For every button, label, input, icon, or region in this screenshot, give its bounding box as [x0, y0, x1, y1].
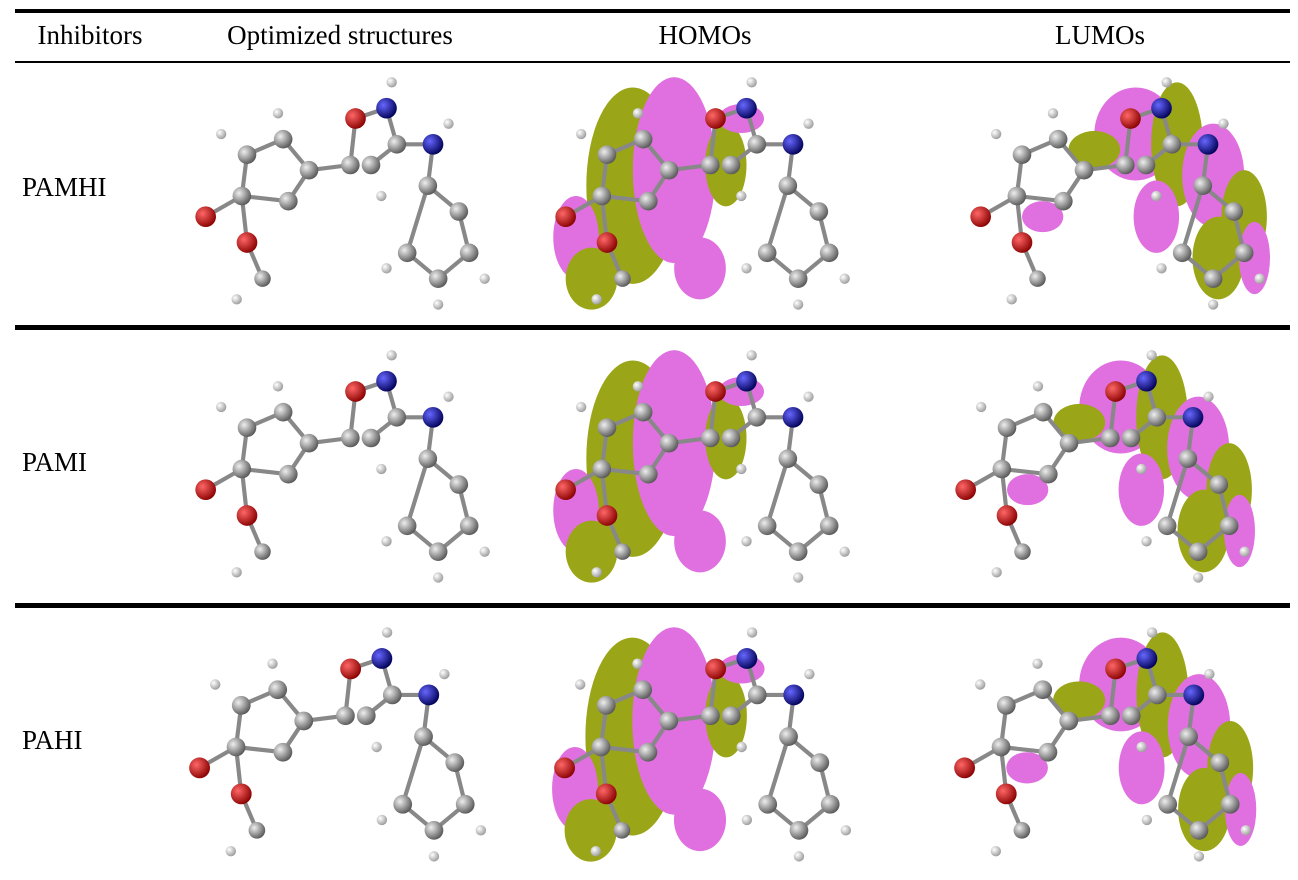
header-cell: LUMOs: [1055, 20, 1145, 51]
lumo-image: [915, 622, 1285, 872]
row-rule: [15, 325, 1290, 330]
homo-image: [535, 345, 865, 593]
inhibitor-name: PAMI: [22, 447, 87, 478]
header-rule: [15, 61, 1290, 63]
optimized-structure: [175, 622, 495, 872]
optimized-structure: [185, 345, 495, 593]
header-cell: Inhibitors: [38, 20, 143, 51]
page: {"table": {"header": ["Inhibitors", "Opt…: [0, 0, 1298, 880]
header-cell: Optimized structures: [227, 20, 453, 51]
lumo-image: [915, 345, 1285, 593]
inhibitor-name: PAHI: [22, 725, 83, 756]
header-cell: HOMOs: [658, 20, 751, 51]
optimized-structure: [185, 72, 495, 320]
row-rule: [15, 603, 1290, 608]
inhibitor-name: PAMHI: [22, 172, 107, 203]
top-rule: [15, 9, 1290, 13]
homo-image: [535, 622, 865, 872]
lumo-image: [950, 72, 1280, 320]
homo-image: [535, 72, 865, 320]
